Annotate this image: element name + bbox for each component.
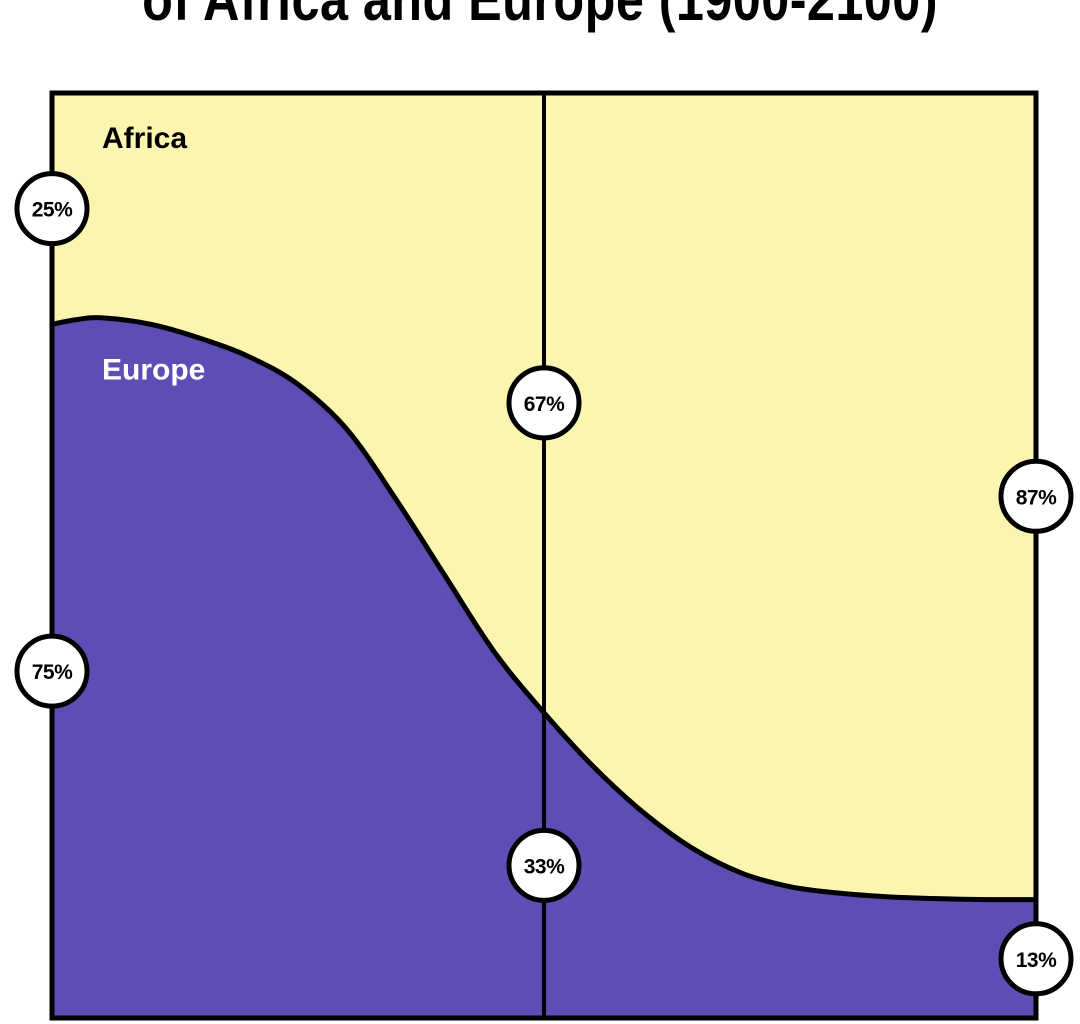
badge-label: 13% xyxy=(1016,949,1057,972)
value-badge-africa-2100: 87% xyxy=(998,458,1074,534)
value-badge-europe-2000: 33% xyxy=(506,827,582,903)
badge-label: 33% xyxy=(524,855,565,878)
badge-circle xyxy=(14,171,90,247)
value-badge-europe-2100: 13% xyxy=(998,921,1074,997)
badge-circle xyxy=(998,921,1074,997)
badge-label: 25% xyxy=(32,199,73,222)
badge-circle xyxy=(506,827,582,903)
area-europe xyxy=(52,317,1036,1018)
badge-circle xyxy=(14,633,90,709)
badges-layer: 25% 75% 67% 33% 87% 13% xyxy=(14,171,1074,997)
chart-title: of Africa and Europe (1900-2100) xyxy=(86,0,993,48)
badge-label: 67% xyxy=(524,393,565,416)
boundary-line xyxy=(49,315,1039,903)
badge-circle xyxy=(506,365,582,441)
value-badge-europe-1900: 75% xyxy=(14,633,90,709)
badge-label: 87% xyxy=(1016,486,1057,509)
value-badge-africa-1900: 25% xyxy=(14,171,90,247)
badge-label: 75% xyxy=(32,661,73,684)
series-label-africa: Africa xyxy=(102,122,187,155)
badge-circle xyxy=(998,458,1074,534)
lines-layer xyxy=(49,90,1039,1021)
labels-layer: Africa Europe xyxy=(102,122,205,386)
series-label-europe: Europe xyxy=(102,353,205,386)
plot-frame xyxy=(49,90,1039,1021)
value-badge-africa-2000: 67% xyxy=(506,365,582,441)
